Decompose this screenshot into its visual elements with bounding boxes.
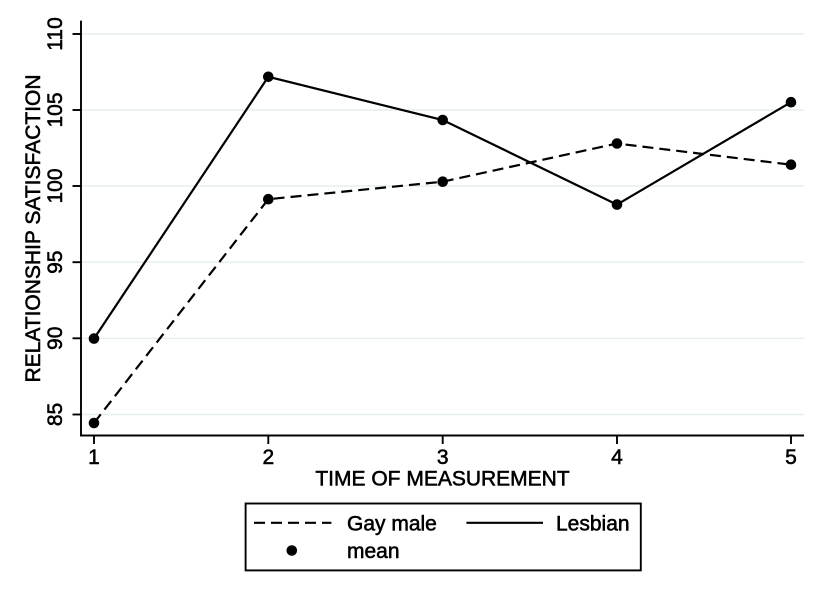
svg-text:TIME OF MEASUREMENT: TIME OF MEASUREMENT	[315, 468, 570, 491]
svg-text:RELATIONSHIP SATISFACTION: RELATIONSHIP SATISFACTION	[22, 74, 45, 382]
svg-text:95: 95	[44, 251, 67, 274]
svg-text:110: 110	[44, 17, 67, 50]
svg-text:90: 90	[44, 327, 67, 350]
svg-text:1: 1	[88, 446, 100, 469]
svg-text:105: 105	[44, 92, 67, 127]
svg-text:2: 2	[262, 446, 274, 469]
svg-text:mean: mean	[347, 540, 400, 563]
svg-text:100: 100	[44, 168, 67, 203]
svg-text:85: 85	[44, 403, 67, 426]
svg-text:4: 4	[611, 446, 623, 469]
svg-text:Gay male: Gay male	[347, 512, 437, 535]
svg-text:3: 3	[437, 446, 449, 469]
svg-text:Lesbian: Lesbian	[556, 512, 630, 535]
svg-text:5: 5	[785, 446, 797, 469]
